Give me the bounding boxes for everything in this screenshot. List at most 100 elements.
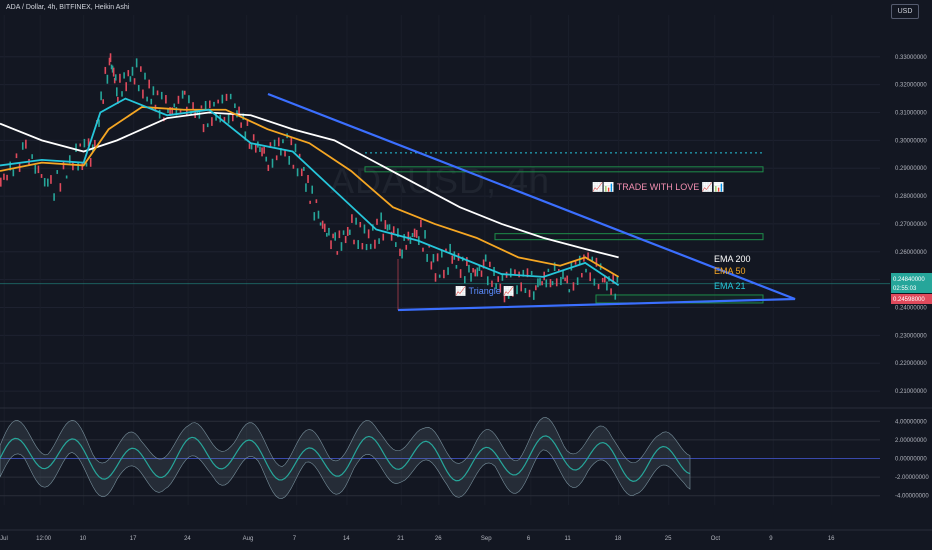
x-tick-label: 21 [397,536,404,542]
price-candle [357,240,359,249]
price-candle [50,175,52,184]
price-candle [68,155,71,164]
price-candle [75,143,77,152]
price-candle [336,251,339,255]
price-candle [374,239,376,249]
price-candle [476,267,479,277]
price-candle [173,103,176,108]
ema21-label: EMA 21 [714,281,746,291]
price-candle [432,254,435,263]
symbol-info: ADA / Dollar, 4h, BITFINEX, Heikin Ashi [6,4,130,11]
y-tick-label: 0.26000000 [895,250,927,256]
price-candle [254,143,257,153]
price-candle [284,149,286,157]
price-candle [528,289,531,298]
price-candle [539,278,541,286]
price-candle [585,268,587,273]
price-candle [537,278,539,288]
price-candle [3,173,5,180]
osc-tick-label: -4.00000000 [895,494,929,500]
currency-button[interactable]: USD [891,4,919,19]
price-candle [420,219,422,228]
price-candle [340,242,343,251]
price-candle [612,274,614,284]
price-candle [12,169,15,177]
current-price-value: 0.24840000 [893,277,925,283]
price-candle [497,276,500,282]
price-candle [217,99,219,104]
price-candle [127,70,130,77]
price-candle [292,164,295,169]
y-tick-label: 0.21000000 [895,389,927,395]
osc-tick-label: 0.00000000 [895,457,927,463]
price-candle [119,73,121,83]
price-candle [332,233,334,239]
price-candle [566,275,568,284]
price-candle [234,103,236,109]
x-tick-label: 7 [293,536,297,542]
price-candle [311,185,314,194]
x-tick-label: 17 [130,536,137,542]
price-candle [334,232,336,241]
price-candle [443,269,445,279]
price-candle [223,116,226,122]
price-candle [59,183,62,192]
x-tick-label: 18 [615,536,622,542]
triangle-pattern [267,92,796,312]
price-candle [499,283,502,293]
price-candle [376,218,378,225]
price-candle [125,82,127,92]
price-candle [581,272,583,278]
osc-tick-label: -2.00000000 [895,475,929,481]
price-candle [148,79,150,89]
price-candle [21,142,24,150]
price-candle [384,220,387,230]
price-candle [516,285,518,295]
price-candle [440,249,443,258]
price-candle [390,231,393,241]
price-candle [142,89,144,99]
price-candle [135,58,138,68]
price-candle [595,257,598,267]
price-candle [342,230,345,235]
price-candle [601,277,604,283]
price-candle [509,268,512,278]
price-candle [480,270,483,277]
price-candle [85,162,88,167]
price-candle [514,269,516,275]
price-candle [40,174,43,178]
price-candle [478,265,481,271]
price-candle [34,164,37,174]
price-candle [177,95,180,104]
price-candle [192,102,194,111]
price-candle [535,285,537,291]
price-candle [593,278,596,286]
x-tick-label: 10 [80,536,87,542]
price-candle [280,148,282,156]
price-candle [491,280,493,287]
price-candle [447,267,449,275]
y-tick-label: 0.32000000 [895,83,927,89]
price-candle [530,270,533,276]
price-candle [110,64,113,70]
price-candle [553,262,556,272]
price-candle [131,66,134,76]
osc-tick-label: 2.00000000 [895,438,927,444]
series-ema-50 [0,106,620,278]
price-candle [328,227,330,236]
price-candle [231,114,234,122]
price-candle [426,253,428,262]
price-candle [117,96,119,104]
price-candle [53,193,55,201]
price-candle [269,142,272,148]
price-candle [430,261,433,270]
y-tick-label: 0.28000000 [895,194,927,200]
x-tick-label: 12:00 [36,536,52,542]
price-candle [378,238,380,244]
price-candle [321,220,324,229]
price-candle [108,57,111,66]
x-tick-label: 6 [527,536,531,542]
price-candle [98,119,100,127]
price-candle [109,53,112,63]
